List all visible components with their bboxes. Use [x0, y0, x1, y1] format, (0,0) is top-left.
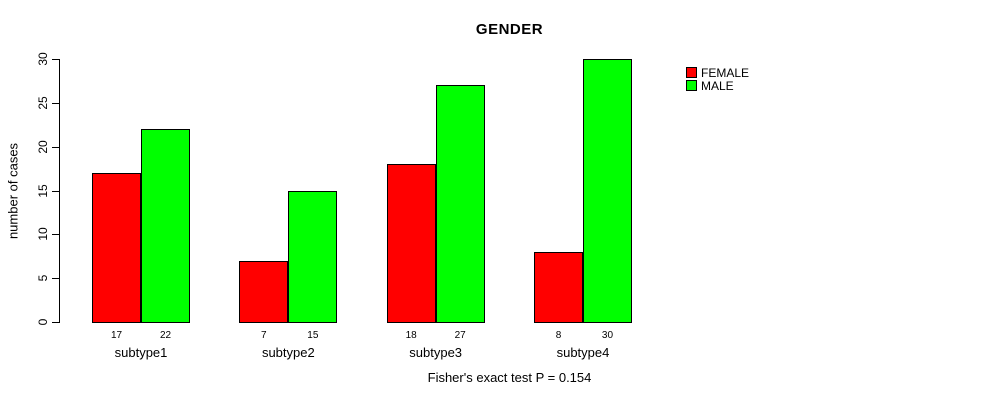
y-tick-label: 10 [36, 227, 50, 242]
y-tick-mark [52, 234, 59, 236]
bar-male-subtype1 [141, 129, 190, 323]
bar-value-label: 8 [555, 330, 562, 341]
x-category-label-subtype2: subtype2 [261, 345, 315, 360]
legend-item-female: FEMALE [686, 65, 750, 80]
y-axis-title: number of cases [5, 142, 21, 240]
y-tick-label: 25 [36, 96, 50, 110]
legend-swatch-female [686, 67, 697, 78]
x-category-label-subtype1: subtype1 [114, 345, 168, 360]
y-tick-mark [52, 102, 59, 104]
bar-female-subtype4 [533, 251, 583, 323]
y-tick-mark [52, 190, 59, 192]
y-tick-label: 0 [36, 318, 50, 326]
legend-swatch-male [686, 80, 697, 91]
x-category-label-subtype3: subtype3 [409, 345, 463, 360]
bar-male-subtype2 [288, 190, 338, 323]
bar-value-label: 15 [307, 330, 319, 341]
y-tick-mark [52, 322, 59, 323]
legend-label: FEMALE [701, 65, 750, 80]
y-tick-mark [52, 278, 59, 280]
bar-value-label: 7 [261, 330, 267, 341]
bar-value-label: 30 [601, 330, 614, 341]
bar-female-subtype2 [239, 260, 289, 323]
y-axis-line [59, 59, 60, 323]
y-tick-label: 20 [36, 139, 50, 154]
legend: FEMALE MALE [686, 65, 750, 93]
stat-annotation: Fisher's exact test P = 0.154 [427, 370, 592, 385]
bar-value-label: 17 [110, 330, 123, 341]
legend-label: MALE [701, 78, 734, 93]
legend-item-male: MALE [686, 78, 749, 93]
bar-value-label: 27 [454, 330, 466, 341]
y-tick-label: 30 [36, 52, 50, 66]
y-tick-mark [52, 59, 59, 60]
bar-female-subtype3 [386, 164, 436, 323]
bar-value-label: 18 [405, 330, 417, 341]
bar-female-subtype1 [92, 172, 141, 323]
bar-male-subtype3 [435, 85, 485, 323]
y-tick-label: 5 [36, 274, 50, 282]
y-tick-label: 15 [36, 183, 50, 198]
y-tick-mark [52, 146, 59, 148]
bar-male-subtype4 [582, 59, 632, 323]
bar-value-label: 22 [159, 330, 172, 341]
x-category-label-subtype4: subtype4 [556, 345, 610, 360]
chart-title: GENDER [475, 21, 544, 38]
